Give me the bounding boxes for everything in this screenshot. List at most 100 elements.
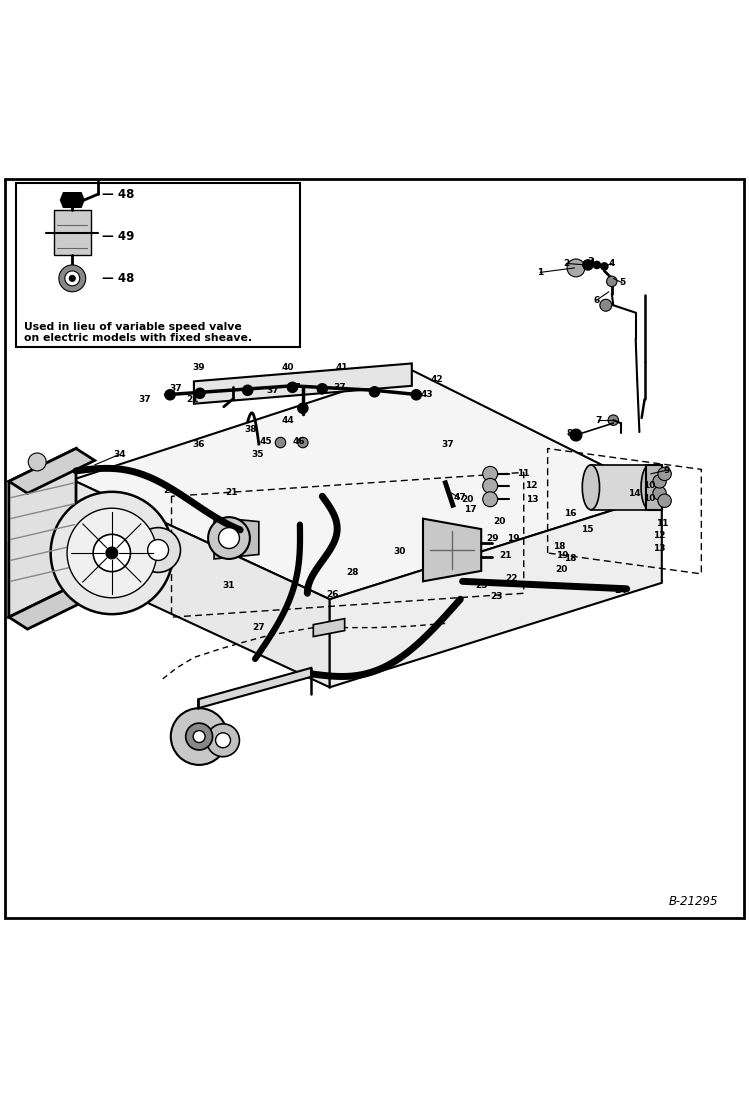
Text: 16: 16 [564, 509, 576, 518]
Text: 21: 21 [163, 486, 175, 495]
Circle shape [482, 491, 497, 507]
Circle shape [207, 724, 240, 757]
Circle shape [51, 491, 173, 614]
Text: 30: 30 [394, 547, 406, 556]
Text: 10: 10 [643, 480, 655, 489]
Circle shape [607, 276, 617, 286]
Text: 11: 11 [518, 470, 530, 478]
Text: 1: 1 [537, 268, 543, 276]
Text: 24: 24 [614, 586, 627, 595]
Text: 28: 28 [346, 568, 358, 577]
Text: — 48: — 48 [102, 188, 135, 201]
Text: 46: 46 [292, 437, 305, 445]
Text: 19: 19 [507, 534, 520, 543]
Text: 37: 37 [266, 386, 279, 395]
Circle shape [369, 386, 380, 397]
Text: 6: 6 [594, 295, 600, 305]
Text: 21: 21 [500, 552, 512, 561]
Text: 15: 15 [581, 524, 593, 533]
Polygon shape [9, 585, 94, 629]
Text: 39: 39 [192, 363, 204, 372]
Text: — 48: — 48 [102, 272, 135, 285]
Circle shape [411, 389, 422, 400]
Circle shape [593, 261, 601, 269]
Circle shape [601, 262, 608, 270]
Text: 22: 22 [506, 574, 518, 583]
Polygon shape [198, 668, 311, 709]
Text: 11: 11 [655, 519, 668, 528]
Polygon shape [9, 449, 94, 494]
Circle shape [171, 709, 228, 765]
Circle shape [148, 540, 169, 561]
Text: 40: 40 [282, 363, 294, 372]
Text: 4: 4 [609, 259, 615, 268]
Ellipse shape [641, 465, 658, 510]
Text: 43: 43 [420, 391, 433, 399]
Circle shape [482, 466, 497, 482]
Polygon shape [73, 479, 330, 688]
Text: 37: 37 [441, 440, 454, 449]
Circle shape [317, 384, 327, 394]
Text: 37: 37 [169, 384, 181, 394]
Text: 21: 21 [225, 488, 237, 497]
Text: B-21295: B-21295 [668, 895, 718, 908]
Text: 37: 37 [334, 383, 347, 392]
Circle shape [106, 547, 118, 559]
Circle shape [567, 259, 585, 276]
Text: — 49: — 49 [102, 230, 135, 244]
Circle shape [67, 508, 157, 598]
Polygon shape [54, 211, 91, 256]
Text: 20: 20 [494, 517, 506, 527]
Text: 3: 3 [588, 258, 594, 267]
Polygon shape [61, 193, 84, 207]
Text: 23: 23 [491, 591, 503, 601]
Text: 45: 45 [259, 437, 272, 445]
Text: 2: 2 [563, 259, 569, 268]
Polygon shape [194, 363, 412, 404]
Bar [646, 465, 662, 510]
Text: 41: 41 [336, 363, 348, 372]
Bar [591, 465, 649, 510]
Text: 35: 35 [252, 450, 264, 459]
Text: 13: 13 [527, 496, 539, 505]
Bar [16, 183, 300, 347]
Text: 27: 27 [252, 623, 264, 632]
Text: 38: 38 [244, 425, 257, 433]
Text: 18: 18 [564, 554, 576, 564]
Circle shape [208, 517, 250, 559]
Text: Used in lieu of variable speed valve
on electric models with fixed sheave.: Used in lieu of variable speed valve on … [24, 321, 252, 343]
Circle shape [136, 528, 181, 573]
Circle shape [297, 403, 308, 414]
Circle shape [216, 733, 231, 748]
Polygon shape [330, 495, 662, 688]
Text: 9: 9 [664, 465, 670, 475]
Circle shape [70, 275, 75, 281]
Text: 25: 25 [476, 581, 488, 590]
Circle shape [600, 299, 612, 312]
Circle shape [219, 528, 240, 548]
Text: 37: 37 [139, 395, 151, 404]
Circle shape [653, 487, 667, 500]
Circle shape [28, 453, 46, 471]
Circle shape [583, 260, 593, 270]
Circle shape [287, 382, 297, 393]
Text: 34: 34 [113, 450, 126, 459]
Circle shape [658, 467, 671, 480]
Circle shape [186, 723, 213, 750]
Text: 10: 10 [643, 494, 655, 504]
Text: 44: 44 [282, 416, 294, 425]
Text: 20: 20 [461, 495, 473, 504]
Circle shape [482, 478, 497, 494]
Text: 18: 18 [554, 542, 565, 551]
Text: 47: 47 [453, 494, 466, 502]
Circle shape [275, 438, 285, 448]
Text: 5: 5 [619, 279, 625, 287]
Polygon shape [9, 449, 76, 618]
Text: 36: 36 [192, 440, 204, 449]
Circle shape [243, 385, 253, 396]
Text: 37: 37 [288, 383, 301, 392]
Text: 31: 31 [222, 581, 234, 590]
Text: 19: 19 [557, 552, 568, 561]
Text: 8: 8 [567, 429, 573, 438]
Polygon shape [423, 519, 481, 581]
